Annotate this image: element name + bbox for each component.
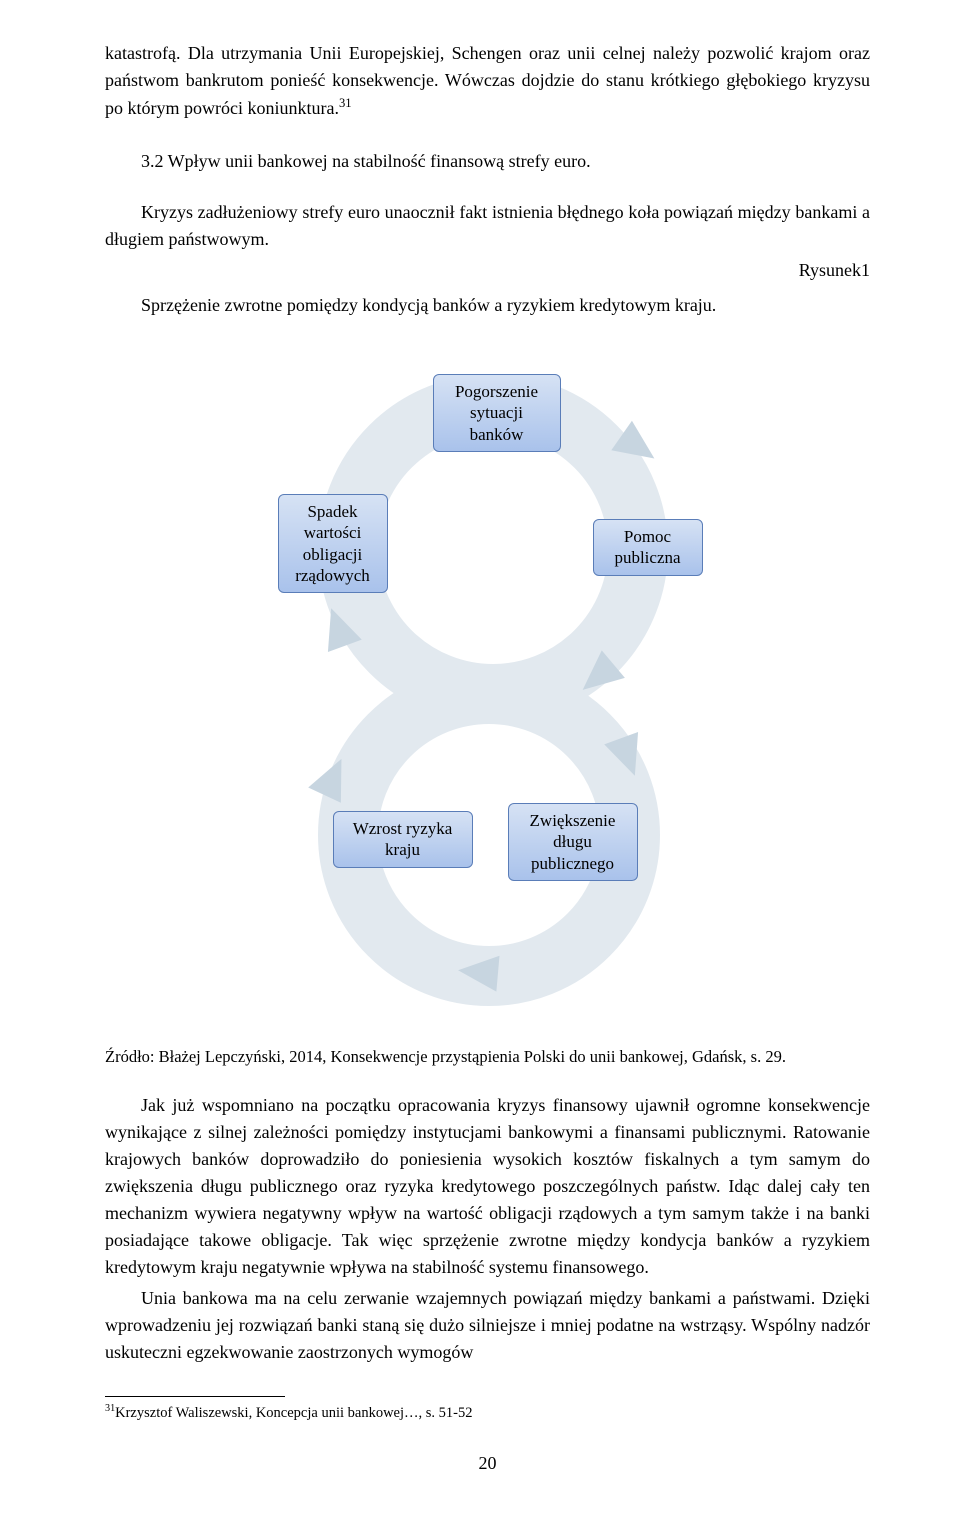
node-spadek: Spadekwartościobligacjirządowych (278, 494, 388, 593)
footnote-separator (105, 1396, 285, 1397)
node-pomoc-label: Pomocpubliczna (614, 527, 680, 567)
figure-label: Rysunek1 (105, 257, 870, 284)
node-pogorszenie: Pogorszeniesytuacjibanków (433, 374, 561, 452)
footnote-text: Krzysztof Waliszewski, Koncepcja unii ba… (115, 1405, 472, 1421)
node-pogorszenie-label: Pogorszeniesytuacjibanków (455, 382, 538, 444)
body-paragraph-1: katastrofą. Dla utrzymania Unii Europejs… (105, 40, 870, 122)
node-wzrost-label: Wzrost ryzykakraju (353, 819, 453, 859)
body-paragraph-2: Kryzys zadłużeniowy strefy euro unaoczni… (105, 199, 870, 253)
section-heading: 3.2 Wpływ unii bankowej na stabilność fi… (105, 148, 870, 175)
node-wzrost: Wzrost ryzykakraju (333, 811, 473, 868)
arrow-5 (456, 952, 499, 991)
figure-caption: Sprzężenie zwrotne pomiędzy kondycją ban… (105, 292, 870, 319)
footnote-number: 31 (105, 1403, 115, 1414)
body-paragraph-4: Unia bankowa ma na celu zerwanie wzajemn… (105, 1285, 870, 1366)
figure-source: Źródło: Błażej Lepczyński, 2014, Konsekw… (105, 1045, 870, 1070)
footnote-ref-31: 31 (339, 96, 352, 110)
cycle-diagram-canvas: Pogorszeniesytuacjibanków Pomocpubliczna… (208, 359, 768, 1019)
body-paragraph-3: Jak już wspomniano na początku opracowan… (105, 1092, 870, 1281)
node-spadek-label: Spadekwartościobligacjirządowych (295, 502, 370, 585)
node-zwiekszenie: Zwiększeniedługupublicznego (508, 803, 638, 881)
node-pomoc: Pomocpubliczna (593, 519, 703, 576)
node-zwiekszenie-label: Zwiększeniedługupublicznego (530, 811, 616, 873)
cycle-diagram: Pogorszeniesytuacjibanków Pomocpubliczna… (105, 359, 870, 1019)
footnote-31: 31Krzysztof Waliszewski, Koncepcja unii … (105, 1401, 870, 1425)
page-number: 20 (105, 1450, 870, 1477)
body-paragraph-1-text: katastrofą. Dla utrzymania Unii Europejs… (105, 43, 870, 118)
